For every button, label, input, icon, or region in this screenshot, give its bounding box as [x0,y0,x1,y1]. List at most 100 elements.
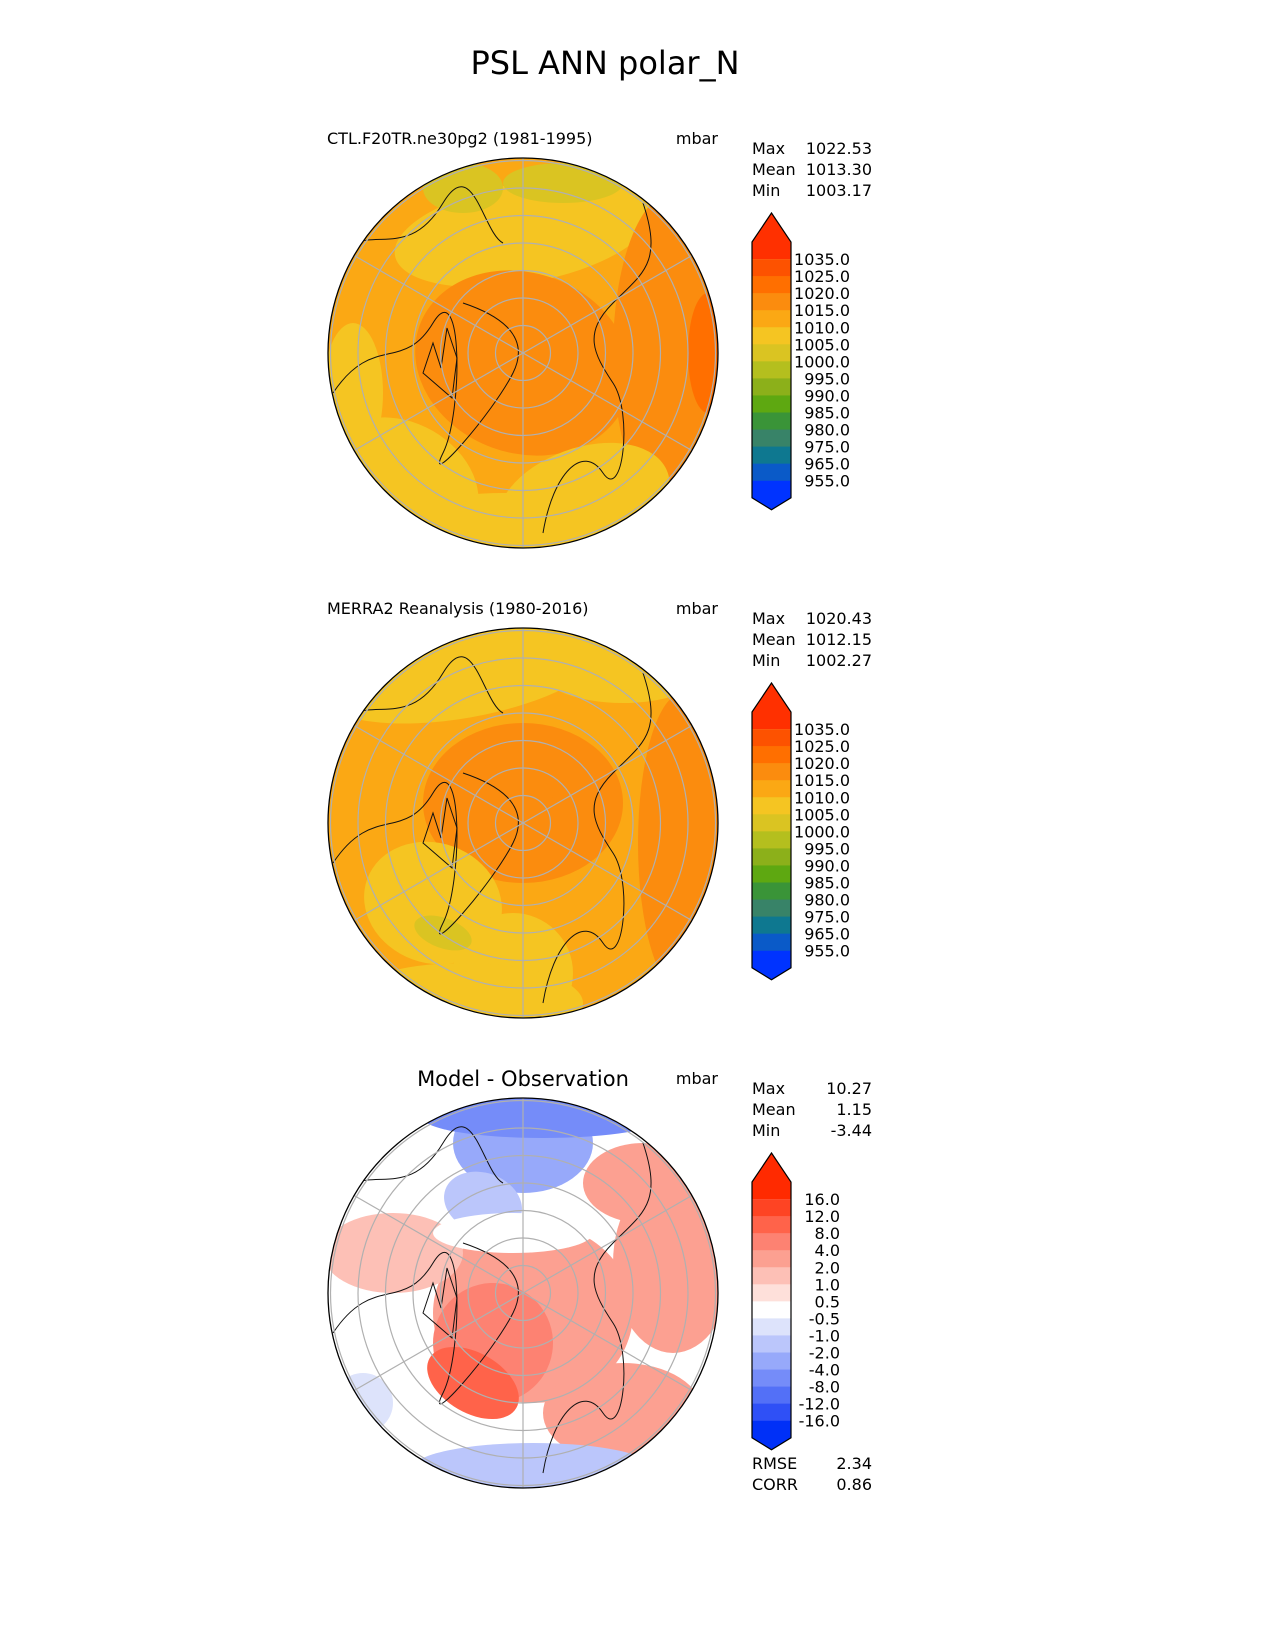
stat-label-max: Max [752,139,785,158]
colorbar-tick-label: 975.0 [804,438,850,457]
contour-region [423,1098,663,1138]
colorbar: 1035.01025.01020.01015.01010.01005.01000… [751,211,850,511]
colorbar-band [752,378,791,396]
colorbar-band [752,1216,791,1234]
metric-value-rmse: 2.34 [836,1454,872,1473]
colorbar-band [752,1403,791,1422]
contour-region [328,1213,463,1293]
stat-label-min: Min [752,181,780,200]
colorbar-band [752,1284,791,1302]
figure-title: PSL ANN polar_N [470,44,739,82]
map-boundary [327,627,719,1019]
colorbar-tick-label: 995.0 [804,369,850,388]
colorbar-tick-label: -16.0 [799,1412,840,1431]
colorbar-tick-label: 1025.0 [794,737,850,756]
colorbar-band [752,848,791,866]
colorbar-band [752,259,791,277]
contour-region [343,963,583,1018]
colorbar-tick-label: 0.5 [815,1292,840,1311]
colorbar-tick-label: 990.0 [804,386,850,405]
colorbar-tick-label: 1005.0 [794,805,850,824]
stat-label-min: Min [752,651,780,670]
colorbar-band [752,446,791,465]
coastline [332,302,519,465]
colorbar-band [752,1352,791,1371]
contour-region [453,763,553,843]
colorbar: 16.012.08.04.02.01.00.5-0.5-1.0-2.0-4.0-… [751,1151,840,1451]
colorbar-band [752,327,791,345]
longitude-gridline [353,724,693,922]
panel-subtitle: Model - Observation [417,1067,629,1091]
stat-label-max: Max [752,1079,785,1098]
colorbar-tick-label: 1005.0 [794,335,850,354]
colorbar-band [752,1267,791,1285]
colorbar-band [752,899,791,918]
stat-value-mean: 1013.30 [806,160,872,179]
coastline [352,186,504,244]
colorbar-tick-label: 985.0 [804,874,850,893]
polar-map [328,158,718,548]
colorbar-tick-label: 1000.0 [794,352,850,371]
coastline [332,772,519,935]
coastline [352,656,504,714]
panel-2: MERRA2 Reanalysis (1980-2016) mbar Max 1020… [327,599,872,1019]
colorbar-tick-label: 1010.0 [794,318,850,337]
colorbar-extend-max [752,1153,791,1200]
colorbar-band [752,1301,791,1319]
stat-value-max: 1022.53 [806,139,872,158]
stat-value-min: -3.44 [831,1121,872,1140]
colorbar-band [752,276,791,294]
coastline [542,202,652,534]
colorbar-band [752,293,791,311]
colorbar-band [752,865,791,883]
coastline [422,327,458,399]
colorbar-outline [751,211,792,511]
stat-label-mean: Mean [752,160,796,179]
colorbar-band [752,412,791,431]
contour-region [427,1346,519,1420]
colorbar-extend-max [752,213,791,260]
colorbar-tick-label: 1015.0 [794,771,850,790]
colorbar-band [752,814,791,832]
colorbar-tick-label: -4.0 [809,1361,840,1380]
map-boundary [327,157,719,549]
colorbar-band [752,1369,791,1388]
stat-label-mean: Mean [752,630,796,649]
colorbar-tick-label: 955.0 [804,942,850,961]
colorbar-extend-min [752,950,791,980]
coastline [542,672,652,1004]
colorbar-band [752,797,791,815]
colorbar: 1035.01025.01020.01015.01010.01005.01000… [751,681,850,981]
longitude-gridline [353,254,693,452]
coastline [332,1242,519,1405]
colorbar-tick-label: 12.0 [804,1207,840,1226]
stat-value-min: 1002.27 [806,651,872,670]
colorbar-tick-label: 1015.0 [794,301,850,320]
colorbar-band [752,1199,791,1217]
colorbar-tick-label: 1035.0 [794,720,850,739]
colorbar-tick-label: 995.0 [804,839,850,858]
contour-region [433,1213,593,1253]
colorbar-band [752,361,791,379]
coastline [542,1142,652,1474]
colorbar-band [752,763,791,781]
colorbar-band [752,429,791,448]
colorbar-tick-label: 1035.0 [794,250,850,269]
stat-value-min: 1003.17 [806,181,872,200]
colorbar-tick-label: 1020.0 [794,284,850,303]
coastline [352,1126,504,1184]
contour-region [688,293,718,413]
colorbar-tick-label: -12.0 [799,1395,840,1414]
colorbar-tick-label: 965.0 [804,925,850,944]
map-boundary [327,1097,719,1489]
contour-region [503,163,623,203]
colorbar-extend-min [752,480,791,510]
colorbar-band [752,463,791,482]
colorbar-tick-label: 985.0 [804,404,850,423]
metric-label-rmse: RMSE [752,1454,797,1473]
colorbar-band [752,395,791,413]
panel-subtitle: MERRA2 Reanalysis (1980-2016) [327,599,589,618]
colorbar-band [752,916,791,935]
metric-value-corr: 0.86 [836,1475,872,1494]
